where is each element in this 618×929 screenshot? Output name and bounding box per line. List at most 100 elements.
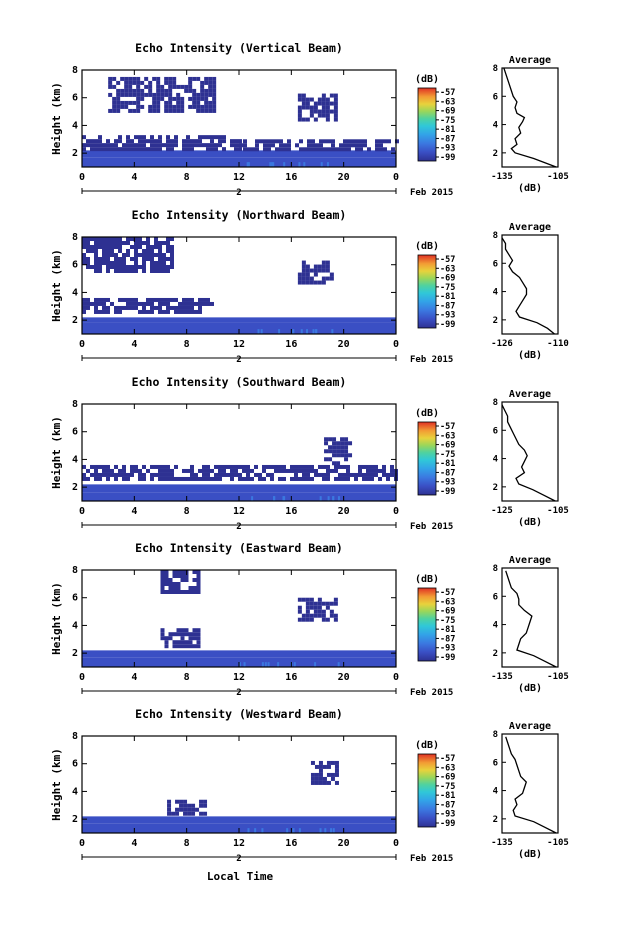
echo-cell <box>176 640 181 645</box>
echo-cell <box>305 280 310 285</box>
echo-cell <box>190 139 194 144</box>
echo-cell <box>110 147 114 152</box>
echo-cell <box>150 301 154 306</box>
x-tick-label: 0 <box>393 172 399 183</box>
echo-cell <box>170 468 174 473</box>
echo-cell <box>305 601 310 606</box>
echo-cell <box>110 253 114 257</box>
echo-cell <box>122 472 126 477</box>
echo-cell <box>176 628 181 633</box>
echo-cell <box>333 97 338 102</box>
echo-cell <box>204 92 209 97</box>
echo-cell <box>317 609 322 614</box>
echo-cell <box>313 609 318 614</box>
echo-cell <box>134 249 138 253</box>
echo-cell <box>208 108 213 113</box>
echo-cell <box>243 143 247 148</box>
colorbar-tick-label: -57 <box>440 754 455 764</box>
echo-cell <box>146 147 150 152</box>
echo-cell <box>266 472 270 477</box>
average-profile-line <box>501 237 555 335</box>
heatmap <box>82 570 396 667</box>
average-frame <box>501 567 559 668</box>
y-tick-label: 2 <box>72 814 78 825</box>
echo-cell <box>160 96 165 101</box>
colorbar-tick-label: -93 <box>440 478 455 488</box>
echo-cell <box>120 76 125 81</box>
echo-cell <box>158 139 162 144</box>
echo-cell <box>297 109 302 114</box>
echo-cell <box>198 476 202 481</box>
echo-cell <box>166 135 170 140</box>
echo-cell <box>206 297 210 302</box>
echo-cell <box>126 476 130 481</box>
echo-cell <box>242 476 246 481</box>
echo-cell <box>311 143 315 148</box>
echo-cell <box>98 237 102 241</box>
echo-cell <box>172 76 177 81</box>
colorbar-tick-label: -69 <box>440 607 455 617</box>
echo-cell <box>194 301 198 306</box>
echo-cell <box>146 237 150 241</box>
average-y-tick-label: 8 <box>493 564 498 574</box>
echo-streak <box>254 828 257 833</box>
echo-cell <box>175 799 180 804</box>
echo-cell <box>302 476 306 481</box>
echo-cell <box>158 261 162 265</box>
echo-cell <box>184 84 189 89</box>
echo-cell <box>164 92 169 97</box>
echo-streak <box>332 828 335 833</box>
echo-cell <box>134 305 138 310</box>
x-tick-label: 16 <box>285 506 297 517</box>
echo-cell <box>154 241 158 245</box>
echo-cell <box>243 147 247 152</box>
echo-cell <box>238 476 242 481</box>
echo-cell <box>202 464 206 469</box>
echo-cell <box>328 437 333 442</box>
echo-cell <box>208 84 213 89</box>
echo-cell <box>126 143 130 148</box>
echo-cell <box>174 135 178 140</box>
echo-cell <box>112 84 117 89</box>
echo-cell <box>339 143 343 148</box>
echo-cell <box>186 309 190 314</box>
echo-cell <box>138 147 142 152</box>
x-tick-label: 8 <box>184 339 190 350</box>
echo-cell <box>114 309 118 314</box>
average-x-label: (dB) <box>518 183 542 194</box>
echo-cell <box>98 265 102 269</box>
echo-cell <box>142 269 146 273</box>
echo-cell <box>359 143 363 148</box>
echo-cell <box>126 237 130 241</box>
echo-cell <box>148 88 153 93</box>
echo-cell <box>321 105 326 110</box>
echo-streak <box>272 162 275 167</box>
echo-region <box>82 150 396 158</box>
echo-cell <box>311 139 315 144</box>
echo-cell <box>299 139 303 144</box>
echo-streak <box>282 496 285 501</box>
echo-cell <box>106 464 110 469</box>
echo-cell <box>323 139 327 144</box>
echo-cell <box>118 269 122 273</box>
echo-cell <box>166 297 170 302</box>
echo-streak <box>324 828 327 833</box>
echo-streak <box>251 496 254 501</box>
echo-cell <box>321 268 326 273</box>
echo-cell <box>313 101 318 106</box>
echo-cell <box>194 143 198 148</box>
echo-cell <box>182 305 186 310</box>
average-y-tick-label: 2 <box>493 316 498 326</box>
echo-cell <box>130 269 134 273</box>
echo-cell <box>301 613 306 618</box>
echo-cell <box>106 309 110 314</box>
echo-cell <box>146 257 150 261</box>
echo-cell <box>191 803 196 808</box>
average-profile-line <box>501 404 556 502</box>
echo-cell <box>196 636 201 641</box>
echo-cell <box>150 269 154 273</box>
echo-cell <box>366 468 370 473</box>
echo-cell <box>322 764 327 769</box>
echo-cell <box>158 249 162 253</box>
echo-cell <box>294 472 298 477</box>
